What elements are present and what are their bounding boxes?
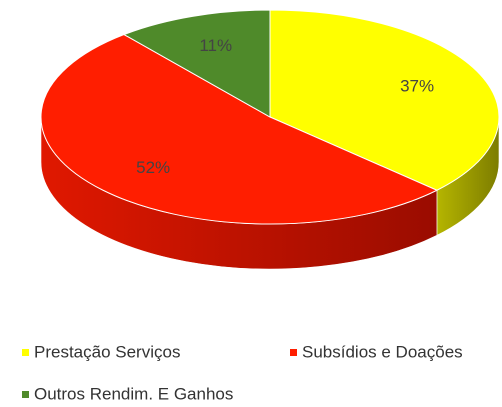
legend-label: Prestação Serviços — [34, 342, 180, 361]
pie-slice — [40, 34, 439, 225]
data-label: 11% — [199, 36, 232, 55]
legend-label: Subsídios e Doações — [302, 342, 463, 361]
pie-slice — [122, 9, 271, 118]
legend-swatch — [290, 349, 297, 356]
pie-slice — [269, 9, 500, 191]
legend-label: Outros Rendim. E Ganhos — [34, 384, 233, 403]
data-label: 37% — [400, 77, 434, 96]
data-label: 52% — [136, 158, 170, 177]
legend-swatch — [22, 349, 29, 356]
legend-swatch — [22, 391, 29, 398]
